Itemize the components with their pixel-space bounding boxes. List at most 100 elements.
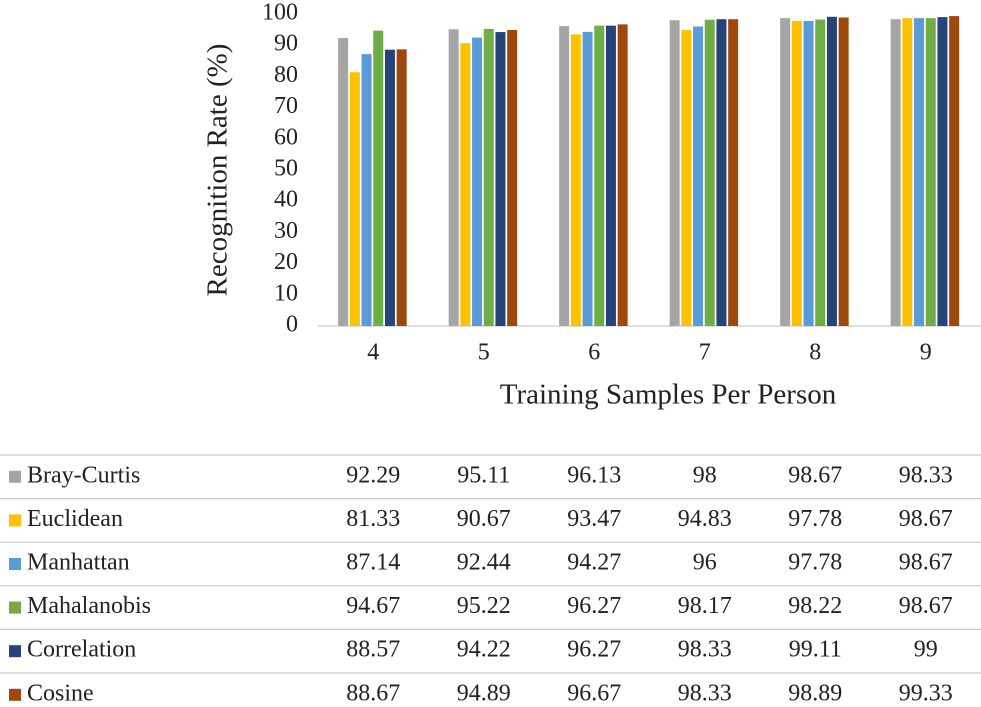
bar (937, 17, 948, 327)
table-value: 81.33 (346, 506, 400, 532)
bar (838, 17, 849, 327)
bar (803, 20, 814, 327)
bar (605, 25, 616, 326)
legend-label: Euclidean (27, 506, 123, 532)
table-value: 97.78 (788, 550, 842, 576)
x-tick-label: 6 (588, 340, 600, 366)
y-tick-label: 50 (274, 156, 298, 182)
y-tick-label: 60 (274, 124, 298, 150)
legend-swatch (9, 688, 21, 701)
bar (361, 54, 372, 326)
bar (704, 19, 715, 327)
y-tick-label: 90 (274, 31, 298, 57)
bar (338, 38, 349, 326)
bar (594, 25, 605, 326)
table-value: 98.17 (678, 593, 732, 619)
x-tick-label: 5 (478, 340, 490, 366)
table-value: 98 (693, 462, 717, 488)
table-value: 94.27 (567, 550, 621, 576)
legend-swatch (9, 645, 21, 658)
y-axis-title: Recognition Rate (%) (202, 44, 234, 297)
legend-label: Correlation (27, 637, 136, 663)
table-value: 96.13 (567, 462, 621, 488)
bar (617, 24, 628, 327)
bar (448, 29, 459, 326)
bar (815, 19, 826, 327)
table-value: 98.33 (899, 462, 953, 488)
bar (949, 16, 960, 327)
legend-swatch (9, 470, 21, 483)
bar (791, 20, 802, 327)
bar (925, 18, 936, 327)
table-value: 99 (914, 637, 938, 663)
legend-swatch (9, 558, 21, 570)
bar (559, 26, 570, 326)
table-value: 95.11 (457, 462, 510, 488)
table-value: 98.67 (899, 593, 953, 619)
bar (890, 19, 901, 327)
table-value: 90.67 (457, 506, 511, 532)
table-value: 98.22 (788, 593, 842, 619)
table-value: 96.67 (567, 680, 621, 706)
bar (373, 30, 384, 326)
y-tick-label: 0 (286, 312, 298, 338)
table-value: 99.11 (789, 637, 842, 663)
table-value: 99.33 (899, 680, 953, 706)
x-axis-title: Training Samples Per Person (500, 379, 837, 411)
legend-label: Mahalanobis (27, 593, 151, 619)
table-value: 96 (693, 550, 717, 576)
x-tick-label: 8 (809, 340, 821, 366)
bar (681, 30, 692, 326)
table-value: 96.27 (567, 637, 621, 663)
bar (716, 19, 727, 327)
bar (570, 34, 581, 327)
x-tick-label: 7 (699, 340, 711, 366)
y-tick-label: 70 (274, 93, 298, 119)
legend-label: Bray-Curtis (27, 462, 140, 488)
table-value: 94.83 (678, 506, 732, 532)
bar (826, 16, 837, 327)
bar (483, 28, 494, 326)
table-value: 94.22 (457, 637, 511, 663)
bar (914, 18, 925, 327)
table-value: 98.89 (788, 680, 842, 706)
table-value: 95.22 (457, 593, 511, 619)
legend-swatch (9, 514, 21, 527)
bar (669, 20, 680, 327)
table-value: 97.78 (788, 506, 842, 532)
bar (780, 18, 791, 327)
bar (460, 43, 471, 327)
bar (396, 49, 407, 326)
y-tick-label: 30 (274, 218, 298, 244)
bar (472, 37, 483, 327)
table-value: 98.67 (788, 462, 842, 488)
table-value: 93.47 (567, 506, 621, 532)
table-value: 92.44 (457, 550, 511, 576)
table-value: 87.14 (346, 550, 400, 576)
table-value: 88.57 (346, 637, 400, 663)
legend-label: Cosine (27, 680, 94, 706)
x-tick-label: 9 (920, 340, 932, 366)
y-tick-label: 20 (274, 249, 298, 275)
bar (902, 18, 913, 327)
table-value: 92.29 (346, 462, 400, 488)
table-value: 94.89 (457, 680, 511, 706)
table-value: 96.27 (567, 593, 621, 619)
table-value: 88.67 (346, 680, 400, 706)
bar (384, 49, 395, 327)
y-tick-label: 80 (274, 62, 298, 88)
bar (728, 19, 739, 327)
table-value: 94.67 (346, 593, 400, 619)
y-tick-label: 100 (262, 0, 298, 26)
table-value: 98.67 (899, 550, 953, 576)
legend-swatch (9, 601, 21, 614)
x-tick-label: 4 (367, 340, 379, 366)
y-tick-label: 10 (274, 280, 298, 306)
bar (495, 32, 506, 326)
table-value: 98.33 (678, 637, 732, 663)
y-tick-label: 40 (274, 187, 298, 213)
bar (507, 29, 518, 326)
legend-label: Manhattan (27, 550, 130, 576)
table-value: 98.67 (899, 506, 953, 532)
